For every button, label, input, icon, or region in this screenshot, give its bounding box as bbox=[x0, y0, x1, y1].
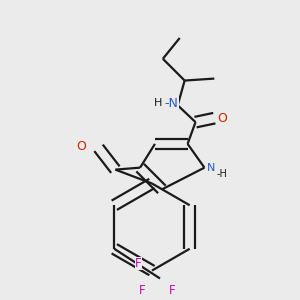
Text: -N: -N bbox=[165, 97, 179, 110]
Text: N: N bbox=[206, 163, 215, 172]
Text: H: H bbox=[154, 98, 162, 108]
Text: O: O bbox=[217, 112, 227, 125]
Text: O: O bbox=[76, 140, 86, 153]
Text: F: F bbox=[139, 284, 146, 297]
Text: F: F bbox=[135, 257, 142, 270]
Text: F: F bbox=[169, 284, 175, 297]
Text: -H: -H bbox=[216, 169, 227, 178]
